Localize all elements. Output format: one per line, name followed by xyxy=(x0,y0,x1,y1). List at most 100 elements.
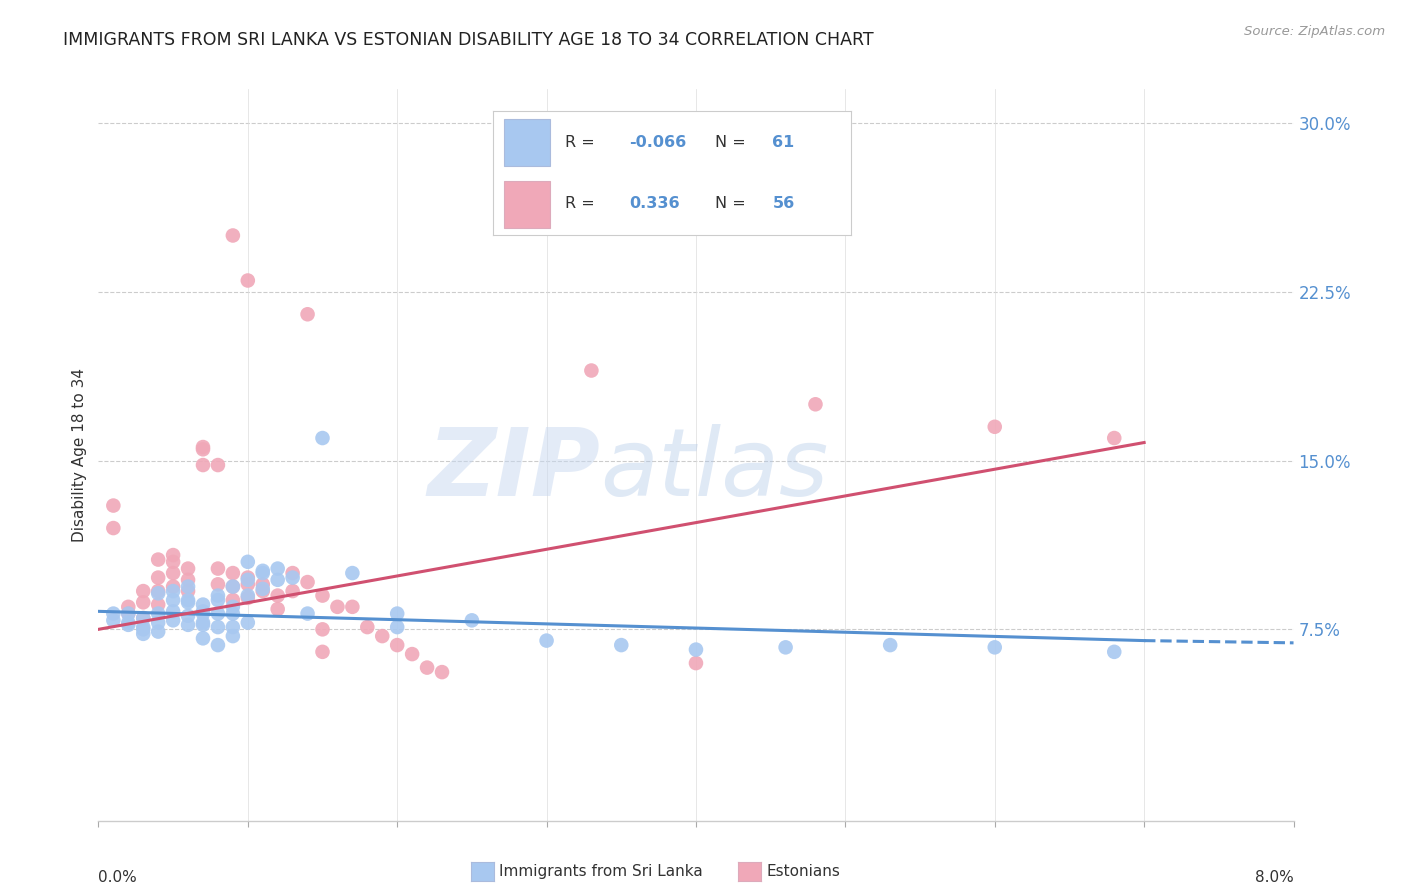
Point xyxy=(103,521,125,535)
Point xyxy=(191,617,214,632)
Point xyxy=(385,620,409,634)
Point xyxy=(416,660,439,674)
Point xyxy=(401,647,423,661)
Point xyxy=(191,604,214,618)
Point xyxy=(177,580,200,594)
Point xyxy=(222,580,245,594)
Point xyxy=(297,575,319,590)
Point xyxy=(117,615,139,630)
Point xyxy=(311,623,333,637)
Point xyxy=(132,611,155,625)
Point xyxy=(148,615,170,630)
Point xyxy=(236,591,259,605)
Point xyxy=(207,607,229,621)
Point xyxy=(385,638,409,652)
Point xyxy=(132,620,155,634)
Point xyxy=(252,566,274,580)
Point xyxy=(297,307,319,321)
Point xyxy=(775,640,797,655)
Point xyxy=(177,617,200,632)
Text: Immigrants from Sri Lanka: Immigrants from Sri Lanka xyxy=(499,864,703,879)
Point xyxy=(148,586,170,600)
Point xyxy=(207,593,229,607)
Text: Source: ZipAtlas.com: Source: ZipAtlas.com xyxy=(1244,25,1385,38)
Point xyxy=(207,561,229,575)
Point xyxy=(356,620,378,634)
Point xyxy=(267,602,290,616)
Point xyxy=(177,561,200,575)
Point xyxy=(162,548,184,562)
Point xyxy=(177,608,200,623)
Point xyxy=(191,442,214,457)
Point xyxy=(177,595,200,609)
Point xyxy=(191,615,214,630)
Point xyxy=(207,638,229,652)
Point xyxy=(252,582,274,596)
Point xyxy=(207,458,229,472)
Point xyxy=(148,571,170,585)
Point xyxy=(132,611,155,625)
Point xyxy=(326,599,349,614)
Point xyxy=(281,584,304,599)
Point xyxy=(177,573,200,587)
Point xyxy=(252,564,274,578)
Point xyxy=(371,629,394,643)
Point xyxy=(222,228,245,243)
Point xyxy=(162,613,184,627)
Point xyxy=(222,580,245,594)
Point xyxy=(311,589,333,603)
Point xyxy=(536,633,558,648)
Point xyxy=(879,638,901,652)
Point xyxy=(162,593,184,607)
Point xyxy=(581,363,603,377)
Point xyxy=(222,629,245,643)
Point xyxy=(252,584,274,599)
Point xyxy=(236,571,259,585)
Point xyxy=(281,566,304,580)
Point xyxy=(342,599,364,614)
Y-axis label: Disability Age 18 to 34: Disability Age 18 to 34 xyxy=(72,368,87,542)
Point xyxy=(267,589,290,603)
Text: Estonians: Estonians xyxy=(766,864,841,879)
Point xyxy=(1104,431,1126,445)
Text: 0.0%: 0.0% xyxy=(98,871,138,885)
Point xyxy=(132,623,155,637)
Point xyxy=(162,604,184,618)
Text: 8.0%: 8.0% xyxy=(1254,871,1294,885)
Point xyxy=(297,607,319,621)
Point xyxy=(162,566,184,580)
Point xyxy=(207,620,229,634)
Point xyxy=(148,584,170,599)
Point xyxy=(267,561,290,575)
Point xyxy=(222,620,245,634)
Point xyxy=(191,607,214,621)
Point xyxy=(222,599,245,614)
Point xyxy=(191,458,214,472)
Point xyxy=(177,593,200,607)
Point xyxy=(222,607,245,621)
Point xyxy=(385,607,409,621)
Point xyxy=(117,607,139,621)
Point xyxy=(132,627,155,641)
Point xyxy=(311,431,333,445)
Point xyxy=(148,552,170,566)
Point xyxy=(804,397,827,411)
Point xyxy=(148,607,170,621)
Point xyxy=(236,577,259,591)
Point xyxy=(117,599,139,614)
Point xyxy=(148,624,170,639)
Point xyxy=(430,665,453,679)
Point xyxy=(191,632,214,646)
Point xyxy=(311,645,333,659)
Point xyxy=(207,589,229,603)
Point xyxy=(236,555,259,569)
Point xyxy=(117,617,139,632)
Text: IMMIGRANTS FROM SRI LANKA VS ESTONIAN DISABILITY AGE 18 TO 34 CORRELATION CHART: IMMIGRANTS FROM SRI LANKA VS ESTONIAN DI… xyxy=(63,31,875,49)
Point xyxy=(207,577,229,591)
Point xyxy=(132,584,155,599)
Point xyxy=(191,598,214,612)
Point xyxy=(236,273,259,287)
Point xyxy=(162,584,184,599)
Point xyxy=(236,589,259,603)
Point xyxy=(281,571,304,585)
